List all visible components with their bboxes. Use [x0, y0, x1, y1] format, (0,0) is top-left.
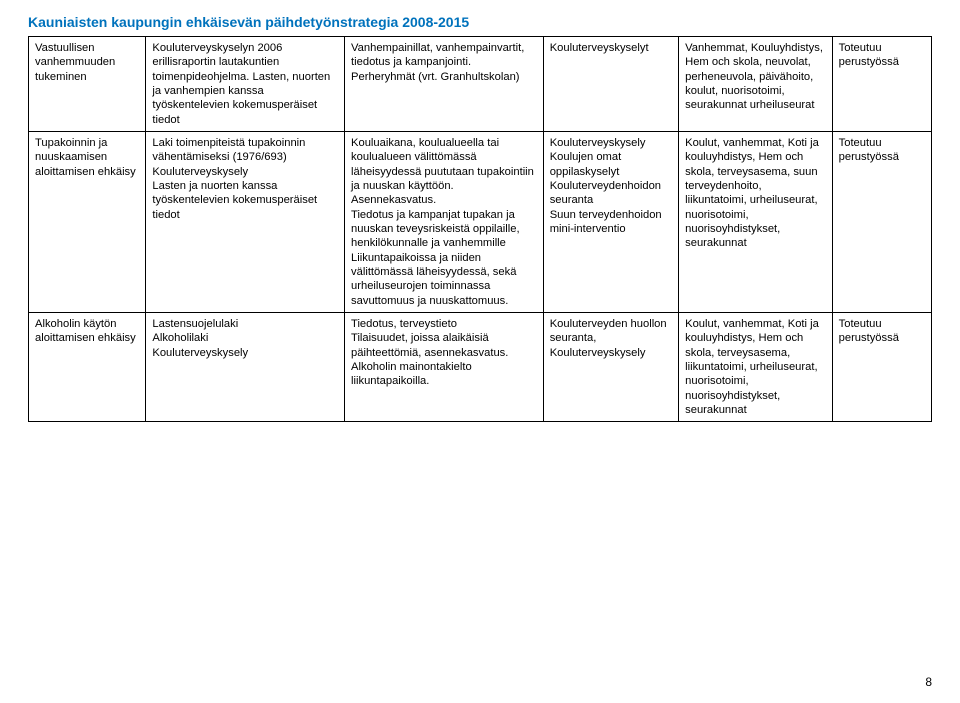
table-cell: Kouluterveyskyselyt [543, 37, 678, 132]
table-cell: Vanhemmat, Kouluyhdistys, Hem och skola,… [679, 37, 833, 132]
table-cell: Tiedotus, terveystietoTilaisuudet, joiss… [345, 312, 544, 421]
table-cell: Toteutuu perustyössä [832, 37, 931, 132]
page-title: Kauniaisten kaupungin ehkäisevän päihdet… [28, 14, 932, 30]
table-row: Alkoholin käytön aloittamisen ehkäisyLas… [29, 312, 932, 421]
strategy-table: Vastuullisen vanhemmuuden tukeminenKoulu… [28, 36, 932, 422]
table-cell: KouluterveyskyselyKoulujen omat oppilask… [543, 131, 678, 312]
table-cell: Tupakoinnin ja nuuskaamisen aloittamisen… [29, 131, 146, 312]
table-cell: Kouluaikana, koulualueella tai koulualue… [345, 131, 544, 312]
table-cell: Toteutuu perustyössä [832, 131, 931, 312]
table-cell: Laki toimenpiteistä tupakoinnin vähentäm… [146, 131, 345, 312]
table-cell: Toteutuu perustyössä [832, 312, 931, 421]
table-cell: Alkoholin käytön aloittamisen ehkäisy [29, 312, 146, 421]
table-row: Vastuullisen vanhemmuuden tukeminenKoulu… [29, 37, 932, 132]
table-cell: Koulut, vanhemmat, Koti ja kouluyhdistys… [679, 312, 833, 421]
table-cell: Vastuullisen vanhemmuuden tukeminen [29, 37, 146, 132]
table-cell: Vanhempainillat, vanhempainvartit, tiedo… [345, 37, 544, 132]
table-cell: Kouluterveyskyselyn 2006 erillisraportin… [146, 37, 345, 132]
table-cell: LastensuojelulakiAlkoholilakiKoulutervey… [146, 312, 345, 421]
page-number: 8 [925, 675, 932, 689]
table-row: Tupakoinnin ja nuuskaamisen aloittamisen… [29, 131, 932, 312]
table-cell: Koulut, vanhemmat, Koti ja kouluyhdistys… [679, 131, 833, 312]
table-cell: Kouluterveyden huollon seuranta,Kouluter… [543, 312, 678, 421]
